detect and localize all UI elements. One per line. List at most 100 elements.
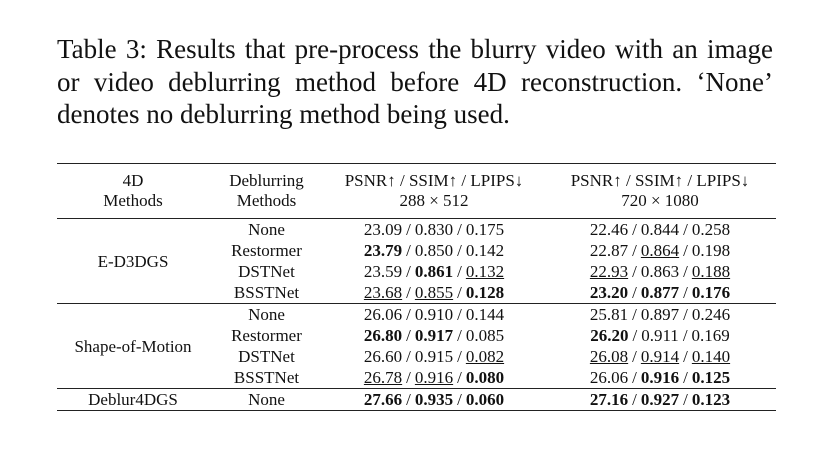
row: DSTNet 26.60/0.915/0.082 26.08/0.914/0.140	[57, 346, 776, 367]
result-cell: 26.20/0.911/0.169	[544, 325, 776, 346]
deblur-cell: BSSTNet	[233, 283, 300, 302]
separator: /	[632, 347, 637, 366]
metric-value: 0.176	[691, 283, 731, 302]
deblur-cell: None	[248, 305, 285, 324]
header-line: Methods	[103, 191, 163, 210]
row: Shape-of-Motion None 26.06/0.910/0.144 25.8…	[57, 304, 776, 356]
result-cell: 26.06/0.910/0.144	[324, 304, 544, 326]
metric-value: 22.46	[589, 220, 629, 239]
metric-value: 0.864	[640, 241, 680, 260]
metric-value: 26.78	[363, 368, 403, 387]
metric-value: 0.850	[414, 241, 454, 260]
separator: /	[632, 220, 637, 239]
metric-value: 0.910	[414, 305, 454, 324]
row: BSSTNet 23.68/0.855/0.128 23.20/0.877/0.17…	[57, 282, 776, 304]
separator: /	[632, 241, 637, 260]
separator: /	[683, 368, 688, 387]
header-metrics: PSNR↑ / SSIM↑ / LPIPS↓ 288 × 512	[324, 164, 544, 219]
separator: /	[632, 262, 637, 281]
group: Deblur4DGS None 27.66/0.935/0.060 27.16/0.9…	[57, 388, 776, 411]
metric-value: 0.125	[691, 368, 731, 387]
separator: /	[632, 326, 638, 345]
metric-value: 25.81	[589, 305, 629, 324]
metric-names: PSNR↑ / SSIM↑ / LPIPS↓	[570, 171, 750, 190]
separator: /	[683, 347, 688, 366]
metric-value: 23.68	[363, 283, 403, 302]
deblur-cell: DSTNet	[238, 347, 295, 366]
resolution: 288 × 512	[399, 191, 469, 210]
metric-value: 0.916	[640, 368, 680, 387]
separator: /	[682, 326, 688, 345]
metric-value: 26.06	[589, 368, 629, 387]
header-metrics: PSNR↑ / SSIM↑ / LPIPS↓ 720 × 1080	[544, 164, 776, 219]
result-cell: 26.60/0.915/0.082	[324, 346, 544, 367]
metric-value: 23.59	[363, 262, 403, 281]
caption-text: Results that pre-process the blurry vide…	[57, 34, 774, 129]
metric-value: 0.246	[691, 305, 731, 324]
result-cell: 23.20/0.877/0.176	[544, 282, 776, 304]
separator: /	[457, 283, 462, 302]
metric-value: 0.198	[691, 241, 731, 260]
separator: /	[406, 241, 411, 260]
metric-value: 0.830	[414, 220, 454, 239]
method-cell: Shape-of-Motion	[74, 336, 192, 356]
separator: /	[457, 347, 462, 366]
method-cell: E-D3DGS	[97, 251, 169, 271]
metric-value: 26.80	[363, 326, 403, 345]
result-cell: 23.59/0.861/0.132	[324, 261, 544, 282]
metric-value: 26.60	[363, 347, 403, 366]
row: E-D3DGS None 23.09/0.830/0.175 22.46/0.844/…	[57, 219, 776, 271]
metric-value: 0.914	[640, 347, 680, 366]
resolution: 720 × 1080	[621, 191, 699, 210]
metric-value: 0.917	[414, 326, 454, 345]
table-header: 4D Methods Deblurring Methods PSNR↑ / SSIM…	[57, 164, 776, 219]
separator: /	[406, 390, 411, 409]
separator: /	[683, 220, 688, 239]
separator: /	[683, 262, 688, 281]
result-cell: 23.79/0.850/0.142	[324, 240, 544, 261]
separator: /	[406, 368, 411, 387]
group: E-D3DGS None 23.09/0.830/0.175 22.46/0.844/…	[57, 218, 776, 304]
separator: /	[406, 347, 411, 366]
separator: /	[406, 220, 411, 239]
metric-value: 23.20	[589, 283, 629, 302]
separator: /	[457, 220, 462, 239]
result-cell: 27.16/0.927/0.123	[544, 389, 776, 411]
metric-value: 0.144	[465, 305, 505, 324]
metric-value: 0.258	[691, 220, 731, 239]
metric-value: 22.87	[589, 241, 629, 260]
separator: /	[632, 283, 637, 302]
metric-value: 0.082	[465, 347, 505, 366]
separator: /	[683, 283, 688, 302]
separator: /	[457, 390, 462, 409]
separator: /	[632, 390, 637, 409]
metric-value: 0.169	[691, 326, 730, 345]
separator: /	[457, 262, 462, 281]
separator: /	[683, 305, 688, 324]
deblur-cell: BSSTNet	[233, 368, 300, 387]
separator: /	[406, 283, 411, 302]
header-row: 4D Methods Deblurring Methods PSNR↑ / SSIM…	[57, 164, 776, 219]
metric-value: 0.863	[640, 262, 680, 281]
metric-value: 0.935	[414, 390, 454, 409]
metric-value: 0.844	[640, 220, 680, 239]
metric-value: 27.66	[363, 390, 403, 409]
metric-value: 26.08	[589, 347, 629, 366]
separator: /	[632, 305, 637, 324]
metric-value: 0.142	[465, 241, 505, 260]
separator: /	[457, 241, 462, 260]
result-cell: 27.66/0.935/0.060	[324, 389, 544, 411]
metric-value: 0.927	[640, 390, 680, 409]
metric-value: 0.916	[414, 368, 454, 387]
group: Shape-of-Motion None 26.06/0.910/0.144 25.8…	[57, 303, 776, 389]
metric-value: 0.060	[465, 390, 505, 409]
deblur-cell: None	[248, 220, 285, 239]
metric-value: 26.06	[363, 305, 403, 324]
deblur-cell: Restormer	[231, 241, 302, 260]
separator: /	[683, 390, 688, 409]
result-cell: 26.78/0.916/0.080	[324, 367, 544, 389]
metric-value: 0.877	[640, 283, 680, 302]
result-cell: 25.81/0.897/0.246	[544, 304, 776, 326]
separator: /	[457, 305, 462, 324]
